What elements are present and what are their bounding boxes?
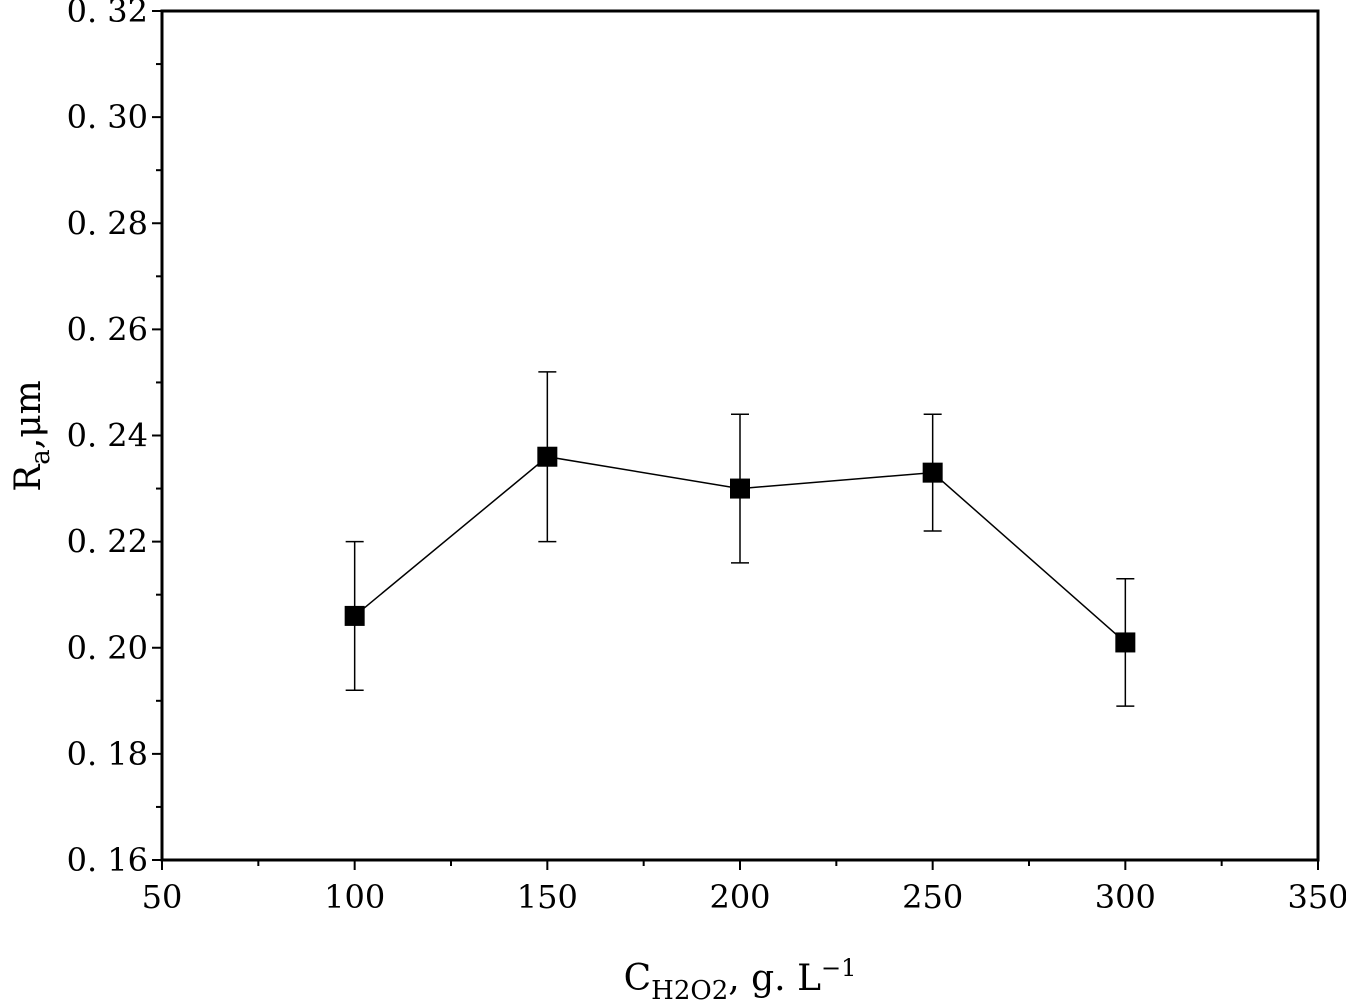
x-axis-title-subscript: H2O2 <box>651 976 728 1003</box>
x-axis: 50 100 150 200 250 300 350 <box>142 860 1346 916</box>
y-tick-label: 0. 26 <box>67 310 148 348</box>
y-tick-label: 0. 30 <box>67 98 148 136</box>
y-tick-label: 0. 20 <box>67 629 148 667</box>
y-axis-title-subscript: a <box>26 449 56 465</box>
x-tick-label: 350 <box>1287 878 1346 916</box>
y-tick-label: 0. 24 <box>67 417 148 455</box>
x-tick-label: 50 <box>142 878 183 916</box>
y-axis-title-main: R <box>8 464 49 492</box>
x-axis-title-main: C <box>624 958 652 999</box>
y-tick-label: 0. 32 <box>67 0 148 30</box>
data-point <box>537 446 558 467</box>
y-tick-label: 0. 22 <box>67 523 148 561</box>
data-point <box>344 605 365 626</box>
x-axis-title: CH2O2, g. L−1 <box>624 954 857 1003</box>
x-axis-title-superscript: −1 <box>821 954 856 982</box>
y-axis-title-rest: ,μm <box>8 380 49 449</box>
y-tick-label: 0. 18 <box>67 735 148 773</box>
data-series <box>344 371 1136 707</box>
data-point <box>922 462 943 483</box>
x-tick-label: 100 <box>324 878 385 916</box>
y-tick-label: 0. 16 <box>67 841 148 879</box>
x-axis-title-rest: , g. L <box>728 958 821 999</box>
data-point <box>730 478 750 499</box>
x-tick-label: 250 <box>902 878 963 916</box>
y-tick-label: 0. 28 <box>67 204 148 242</box>
data-point <box>1115 632 1136 653</box>
y-axis: 0. 16 0. 18 0. 20 0. 22 0. 24 0. 26 0. 28 0. 30… <box>67 0 162 879</box>
x-tick-label: 300 <box>1095 878 1156 916</box>
x-tick-label: 150 <box>517 878 578 916</box>
x-tick-label: 200 <box>709 878 770 916</box>
y-axis-title: Ra,μm <box>8 380 56 492</box>
